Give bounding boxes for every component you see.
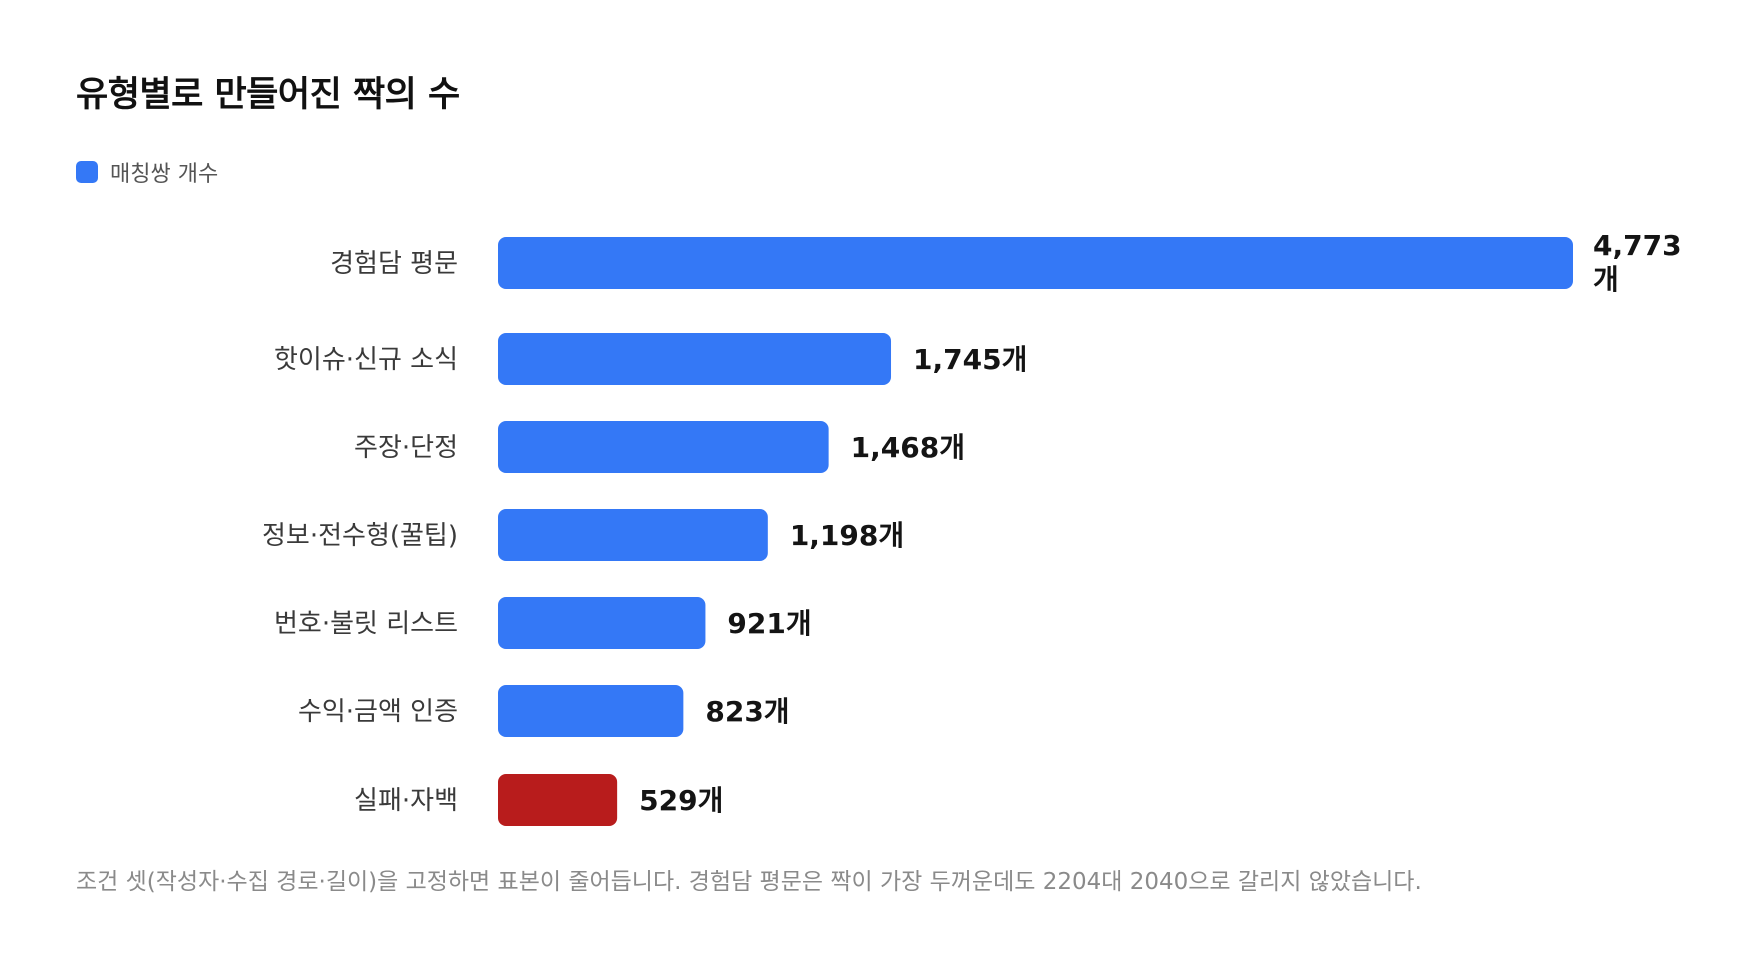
- bar: [498, 237, 1573, 289]
- legend-swatch: [76, 161, 98, 183]
- value-label: 921개: [727, 607, 811, 640]
- legend: 매칭쌍 개수: [76, 156, 218, 188]
- bar: [498, 774, 618, 826]
- value-label: 1,468개: [851, 431, 965, 464]
- value-label: 1,198개: [790, 519, 904, 552]
- bar: [498, 333, 892, 385]
- bar: [498, 421, 829, 473]
- category-label: 정보·전수형(꿀팁): [262, 521, 458, 551]
- category-label: 핫이슈·신규 소식: [274, 345, 458, 375]
- category-label: 경험담 평문: [330, 249, 458, 279]
- value-label: 823개: [705, 695, 789, 728]
- bar: [498, 685, 684, 737]
- legend-label: 매칭쌍 개수: [110, 162, 219, 187]
- category-label: 번호·불릿 리스트: [274, 609, 458, 639]
- bar: [498, 597, 706, 649]
- footnote: 조건 셋(작성자·수집 경로·길이)을 고정하면 표본이 줄어듭니다. 경험담 …: [76, 869, 1422, 895]
- bar: [498, 509, 768, 561]
- category-label: 주장·단정: [354, 433, 458, 463]
- value-label: 1,745개: [913, 343, 1027, 376]
- value-label: 529개: [639, 784, 723, 817]
- category-label: 실패·자백: [354, 786, 458, 816]
- category-label: 수익·금액 인증: [298, 697, 458, 727]
- chart-title: 유형별로 만들어진 짝의 수: [76, 75, 460, 115]
- value-label: 4,773 개: [1593, 229, 1682, 296]
